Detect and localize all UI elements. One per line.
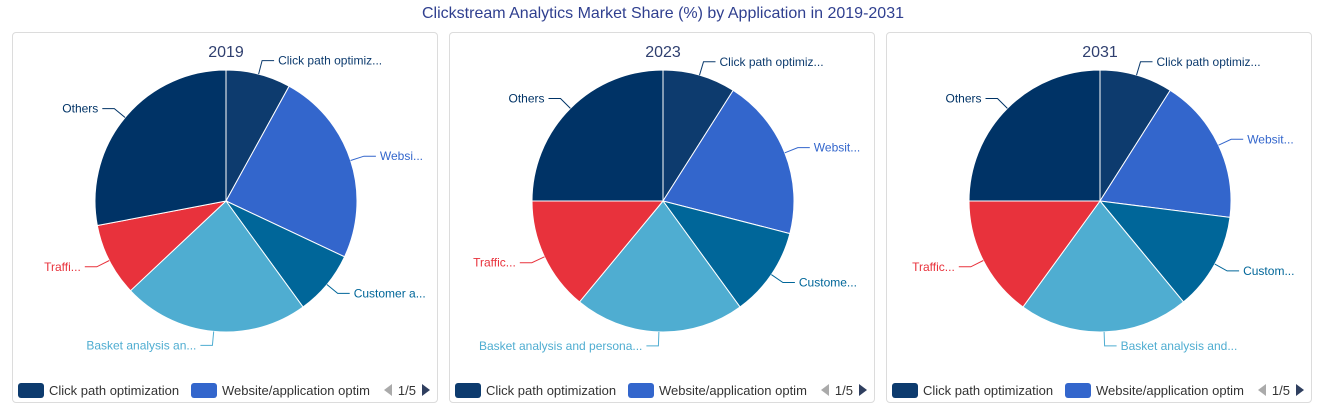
- legend-page-indicator: 1/5: [1271, 382, 1290, 398]
- legend-page-indicator: 1/5: [834, 382, 853, 398]
- pie-panel-2023: Click path optimiz... Websit... Custome...…: [449, 32, 875, 403]
- legend-label: Click path optimization: [923, 382, 1054, 398]
- legend-item-website[interactable]: Website/application optim: [1065, 380, 1253, 400]
- pie-slice-others[interactable]: [968, 69, 1101, 202]
- pie-slice-basket-analysis-and-personalization[interactable]: [578, 200, 741, 333]
- pie-panel-2031: Click path optimiz... Websit... Custom... B…: [886, 32, 1312, 403]
- leader-line-others: [102, 108, 126, 118]
- legend-label: Website/application optim: [659, 382, 807, 398]
- legend-item-click-path[interactable]: Click path optimization: [892, 380, 1053, 400]
- leader-line-traffic-analysis: [84, 260, 110, 268]
- legend: Click path optimization Website/applicat…: [892, 380, 1308, 400]
- prev-page-icon[interactable]: [1257, 384, 1266, 396]
- legend: Click path optimization Website/applicat…: [18, 380, 434, 400]
- pie-title: 2031: [1082, 44, 1118, 61]
- legend-item-click-path[interactable]: Click path optimization: [455, 380, 616, 400]
- chart-title: Clickstream Analytics Market Share (%) b…: [422, 5, 904, 22]
- leader-line-others: [985, 98, 1008, 109]
- legend-label: Click path optimization: [486, 382, 617, 398]
- slice-label-website-application-optimization: Websit...: [814, 141, 860, 155]
- pie-slice-others[interactable]: [531, 69, 664, 202]
- slice-label-basket-analysis-and-personalization: Basket analysis and...: [1121, 339, 1238, 353]
- legend-item-website[interactable]: Website/application optim: [191, 380, 379, 400]
- pie-chart-svg: Click path optimiz... Websit... Custome...…: [473, 44, 860, 353]
- slice-label-others: Others: [945, 92, 981, 106]
- leader-line-traffic-analysis: [519, 256, 545, 264]
- pie-panel-2019: Click path optimiz... Websi... Customer a.…: [12, 32, 438, 403]
- slice-label-customer-analysis: Customer a...: [354, 286, 426, 300]
- leader-line-website-application-optimization: [1218, 138, 1244, 146]
- pie-title: 2019: [208, 44, 244, 61]
- slice-label-click-path-optimization: Click path optimiz...: [1157, 55, 1261, 69]
- slice-label-click-path-optimization: Click path optimiz...: [720, 55, 824, 69]
- leader-line-basket-analysis-and-personalization: [646, 331, 660, 347]
- next-page-icon[interactable]: [1296, 384, 1304, 396]
- legend-label: Click path optimization: [49, 382, 180, 398]
- leader-line-click-path-optimization: [258, 60, 275, 75]
- leader-line-customer-analysis: [1214, 263, 1240, 272]
- leader-line-website-application-optimization: [350, 155, 376, 161]
- leader-line-customer-analysis: [326, 284, 350, 294]
- slice-label-customer-analysis: Custome...: [799, 276, 857, 290]
- leader-line-click-path-optimization: [1136, 61, 1153, 76]
- slice-label-customer-analysis: Custom...: [1243, 264, 1294, 278]
- slice-label-others: Others: [508, 92, 544, 106]
- legend-swatch: [1065, 382, 1091, 398]
- slice-label-basket-analysis-and-personalization: Basket analysis and persona...: [479, 339, 642, 353]
- legend-swatch: [18, 382, 44, 398]
- prev-page-icon[interactable]: [383, 384, 392, 396]
- legend: Click path optimization Website/applicat…: [455, 380, 871, 400]
- legend-item-click-path[interactable]: Click path optimization: [18, 380, 179, 400]
- pie-chart-svg: Click path optimiz... Websi... Customer a.…: [44, 44, 426, 352]
- slice-label-click-path-optimization: Click path optimiz...: [278, 54, 382, 68]
- legend-swatch: [628, 382, 654, 398]
- pie-slice-others[interactable]: [94, 69, 227, 227]
- pie-chart-svg: Click path optimiz... Websit... Custom... B…: [912, 44, 1294, 353]
- slice-label-basket-analysis-and-personalization: Basket analysis an...: [86, 338, 196, 352]
- legend-pager: 1/5: [1257, 380, 1304, 400]
- slice-label-traffic-analysis: Traffic...: [473, 256, 516, 270]
- legend-page-indicator: 1/5: [397, 382, 416, 398]
- slice-label-website-application-optimization: Websi...: [380, 149, 423, 163]
- next-page-icon[interactable]: [859, 384, 867, 396]
- leader-line-basket-analysis-and-personalization: [200, 331, 215, 346]
- legend-item-website[interactable]: Website/application optim: [628, 380, 816, 400]
- leader-line-click-path-optimization: [699, 61, 716, 76]
- next-page-icon[interactable]: [422, 384, 430, 396]
- pie-slice-customer-analysis[interactable]: [1098, 200, 1231, 303]
- leader-line-others: [548, 98, 571, 109]
- leader-line-traffic-analysis: [958, 260, 984, 268]
- legend-swatch: [892, 382, 918, 398]
- pie-slice-basket-analysis-and-personalization[interactable]: [1022, 200, 1185, 333]
- pie-title: 2023: [645, 44, 681, 61]
- leader-line-website-application-optimization: [784, 147, 810, 154]
- legend-label: Website/application optim: [222, 382, 370, 398]
- slice-label-website-application-optimization: Websit...: [1247, 132, 1293, 146]
- leader-line-basket-analysis-and-personalization: [1103, 331, 1117, 347]
- slice-label-traffic-analysis: Traffic...: [912, 260, 955, 274]
- slice-label-others: Others: [62, 102, 98, 116]
- leader-line-customer-analysis: [771, 274, 795, 283]
- pie-slice-website-application-optimization[interactable]: [225, 85, 358, 258]
- legend-swatch: [191, 382, 217, 398]
- prev-page-icon[interactable]: [820, 384, 829, 396]
- pie-slice-traffic-analysis[interactable]: [968, 200, 1101, 308]
- legend-label: Website/application optim: [1096, 382, 1244, 398]
- legend-pager: 1/5: [820, 380, 867, 400]
- slice-label-traffic-analysis: Traffi...: [44, 260, 81, 274]
- pie-slice-traffic-analysis[interactable]: [531, 200, 665, 303]
- legend-swatch: [455, 382, 481, 398]
- legend-pager: 1/5: [383, 380, 430, 400]
